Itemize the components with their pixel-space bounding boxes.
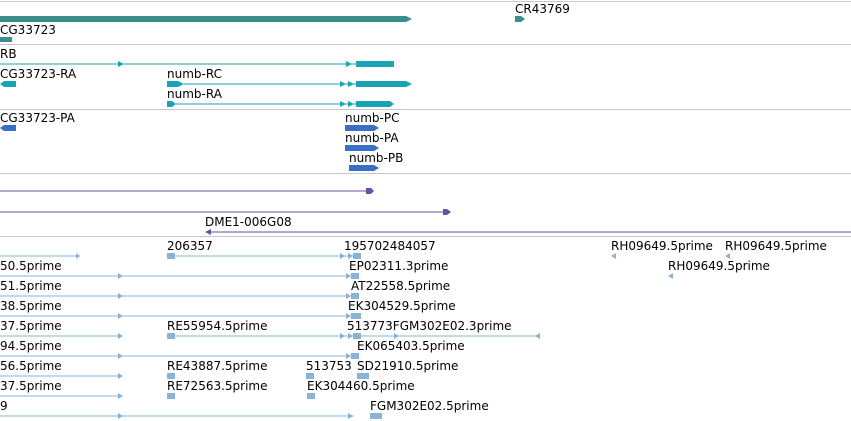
feature-label[interactable]: 56.5prime	[0, 359, 62, 373]
track-separator	[0, 44, 851, 45]
clone-glyph-2[interactable]	[443, 209, 451, 215]
intron-arrow	[348, 81, 354, 87]
transcript-exon-cg33723-ra[interactable]	[0, 81, 16, 87]
feature-label[interactable]: 513773FGM302E02.3prime	[347, 319, 512, 333]
transcript-exon-rb[interactable]	[356, 61, 394, 67]
feature-label[interactable]: numb-PC	[345, 111, 400, 125]
feature-label[interactable]: RE72563.5prime	[167, 379, 268, 393]
feature-label[interactable]: EK065403.5prime	[357, 339, 465, 353]
transcript-exon-numb-rc[interactable]	[356, 81, 412, 87]
feature-label[interactable]: 9	[0, 399, 8, 413]
feature-label[interactable]: EP02311.3prime	[349, 259, 449, 273]
feature-label[interactable]: FGM302E02.5prime	[370, 399, 489, 413]
feature-label[interactable]: numb-PA	[345, 131, 399, 145]
feature-label[interactable]: 37.5prime	[0, 319, 62, 333]
transcript-exon-numb-rc-start[interactable]	[167, 81, 184, 87]
feature-label[interactable]: AT22558.5prime	[351, 279, 451, 293]
intron-arrow	[348, 101, 354, 107]
protein-glyph-numb-pc[interactable]	[345, 125, 379, 131]
feature-label[interactable]: CR43769	[515, 2, 570, 16]
feature-label[interactable]: 206357	[167, 239, 213, 253]
feature-label[interactable]: DME1-006G08	[205, 215, 292, 229]
feature-label[interactable]: RB	[0, 47, 17, 61]
clone-glyph-1[interactable]	[366, 188, 374, 194]
feature-label[interactable]: 38.5prime	[0, 299, 62, 313]
gene-glyph-cg33723-small[interactable]	[0, 37, 12, 42]
intron-arrow	[118, 61, 124, 67]
intron-arrow	[340, 81, 346, 87]
feature-label[interactable]: 50.5prime	[0, 259, 62, 273]
gene-glyph-cg33723[interactable]	[0, 16, 412, 22]
feature-label[interactable]: numb-PB	[349, 151, 404, 165]
feature-label[interactable]: numb-RC	[167, 67, 222, 81]
intron-arrow	[340, 101, 346, 107]
track-separator	[0, 173, 851, 174]
protein-glyph-numb-pa[interactable]	[345, 145, 379, 151]
feature-label[interactable]: RH09649.5prime	[725, 239, 827, 253]
track-separator	[0, 236, 851, 237]
feature-label[interactable]: CG33723	[0, 23, 56, 37]
feature-label[interactable]: 195702484057	[344, 239, 436, 253]
protein-glyph-numb-pb[interactable]	[349, 165, 379, 171]
track-separator	[0, 109, 851, 110]
feature-label[interactable]: RH09649.5prime	[611, 239, 713, 253]
feature-label[interactable]: RE43887.5prime	[167, 359, 268, 373]
feature-label[interactable]: RH09649.5prime	[668, 259, 770, 273]
feature-label[interactable]: 94.5prime	[0, 339, 62, 353]
transcript-exon-numb-ra-start[interactable]	[167, 101, 176, 107]
feature-label[interactable]: CG33723-RA	[0, 67, 77, 81]
track-separator-top	[0, 1, 851, 2]
gene-glyph-cr43769[interactable]	[515, 16, 525, 22]
protein-glyph-cg33723-pa[interactable]	[0, 125, 16, 131]
intron-arrow	[346, 61, 352, 67]
feature-label[interactable]: EK304529.5prime	[348, 299, 456, 313]
feature-label[interactable]: 513753	[306, 359, 352, 373]
feature-label[interactable]: CG33723-PA	[0, 111, 75, 125]
est-glyphs	[0, 253, 730, 419]
clone-glyph-dme1[interactable]	[205, 229, 211, 235]
feature-label[interactable]: SD21910.5prime	[357, 359, 459, 373]
transcript-exon-numb-ra[interactable]	[356, 101, 394, 107]
feature-label[interactable]: 51.5prime	[0, 279, 62, 293]
feature-label[interactable]: EK304460.5prime	[307, 379, 415, 393]
feature-label[interactable]: 37.5prime	[0, 379, 62, 393]
feature-label[interactable]: RE55954.5prime	[167, 319, 268, 333]
feature-label[interactable]: numb-RA	[167, 87, 222, 101]
